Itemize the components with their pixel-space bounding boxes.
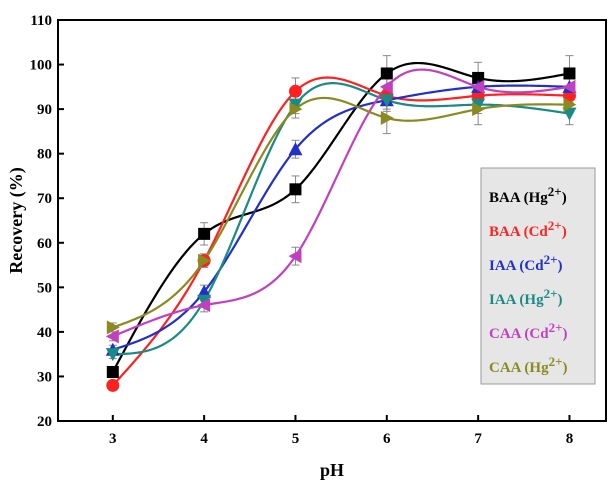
data-point-3-0 <box>105 348 120 362</box>
y-tick-label-9: 110 <box>30 13 52 29</box>
y-tick-label-8: 100 <box>30 58 53 74</box>
data-point-0-2 <box>289 183 302 196</box>
legend-entry-3: IAA (Hg2+) <box>489 286 563 308</box>
data-point-1-0 <box>106 378 120 392</box>
fit-curve-0 <box>111 61 570 373</box>
data-point-5-1 <box>198 253 212 268</box>
y-tick-label-0: 20 <box>37 414 52 430</box>
x-tick-label-3: 6 <box>383 431 391 447</box>
x-tick-label-0: 3 <box>109 431 117 447</box>
data-point-2-2 <box>288 142 303 156</box>
data-point-3-1 <box>197 294 212 308</box>
data-point-3-2 <box>288 98 303 112</box>
y-tick-label-1: 30 <box>37 369 52 385</box>
y-axis-title: Recovery (%) <box>6 167 27 273</box>
data-point-3-3 <box>379 94 394 108</box>
legend-entry-2: IAA (Cd2+) <box>489 252 563 274</box>
fit-curves <box>111 61 570 387</box>
legend-entry-5: CAA (Hg2+) <box>489 354 568 376</box>
data-point-4-1 <box>197 298 211 313</box>
data-point-4-4 <box>471 79 485 94</box>
y-tick-label-3: 50 <box>37 280 52 296</box>
data-points <box>105 67 577 392</box>
x-tick-label-1: 4 <box>200 431 208 447</box>
fit-curve-3 <box>112 82 570 356</box>
x-tick-label-4: 7 <box>474 431 482 447</box>
y-tick-label-7: 90 <box>37 102 52 118</box>
data-point-0-1 <box>198 227 211 240</box>
data-point-4-2 <box>288 249 302 264</box>
fit-curve-5 <box>112 96 570 329</box>
axis-ticks: 3 4 5 6 7 8 20 30 40 50 60 70 80 90 100 110 <box>30 13 574 447</box>
data-point-0-0 <box>106 365 119 378</box>
legend-entry-4: CAA (Cd2+) <box>489 320 568 342</box>
plot-frame <box>57 19 607 422</box>
x-tick-label-2: 5 <box>292 431 300 447</box>
data-point-0-5 <box>563 67 576 80</box>
data-point-5-2 <box>289 102 303 117</box>
legend: BAA (Hg2+) BAA (Cd2+) IAA (Cd2+) IAA (Hg2+)… <box>480 167 596 385</box>
x-axis-title: pH <box>320 460 344 480</box>
data-point-3-5 <box>562 107 577 121</box>
data-point-5-5 <box>563 97 577 112</box>
y-tick-label-2: 40 <box>37 325 52 341</box>
y-tick-label-6: 80 <box>37 147 52 163</box>
data-point-2-1 <box>197 284 212 298</box>
y-tick-label-5: 70 <box>37 191 52 207</box>
data-point-4-3 <box>379 79 393 94</box>
legend-box <box>480 167 596 385</box>
data-point-4-0 <box>105 329 119 344</box>
data-point-0-4 <box>472 71 485 84</box>
legend-entry-1: BAA (Cd2+) <box>489 218 567 240</box>
y-tick-label-4: 60 <box>37 236 52 252</box>
data-point-3-4 <box>471 98 486 112</box>
fit-curve-1 <box>111 76 570 387</box>
legend-entry-0: BAA (Hg2+) <box>489 184 567 206</box>
data-point-5-4 <box>472 102 486 117</box>
fit-curve-4 <box>112 68 570 338</box>
x-tick-label-5: 8 <box>566 431 574 447</box>
data-point-0-3 <box>380 67 393 80</box>
data-point-4-5 <box>562 79 576 94</box>
data-point-5-3 <box>380 111 394 126</box>
data-point-5-0 <box>106 320 120 335</box>
data-point-1-2 <box>288 84 302 98</box>
